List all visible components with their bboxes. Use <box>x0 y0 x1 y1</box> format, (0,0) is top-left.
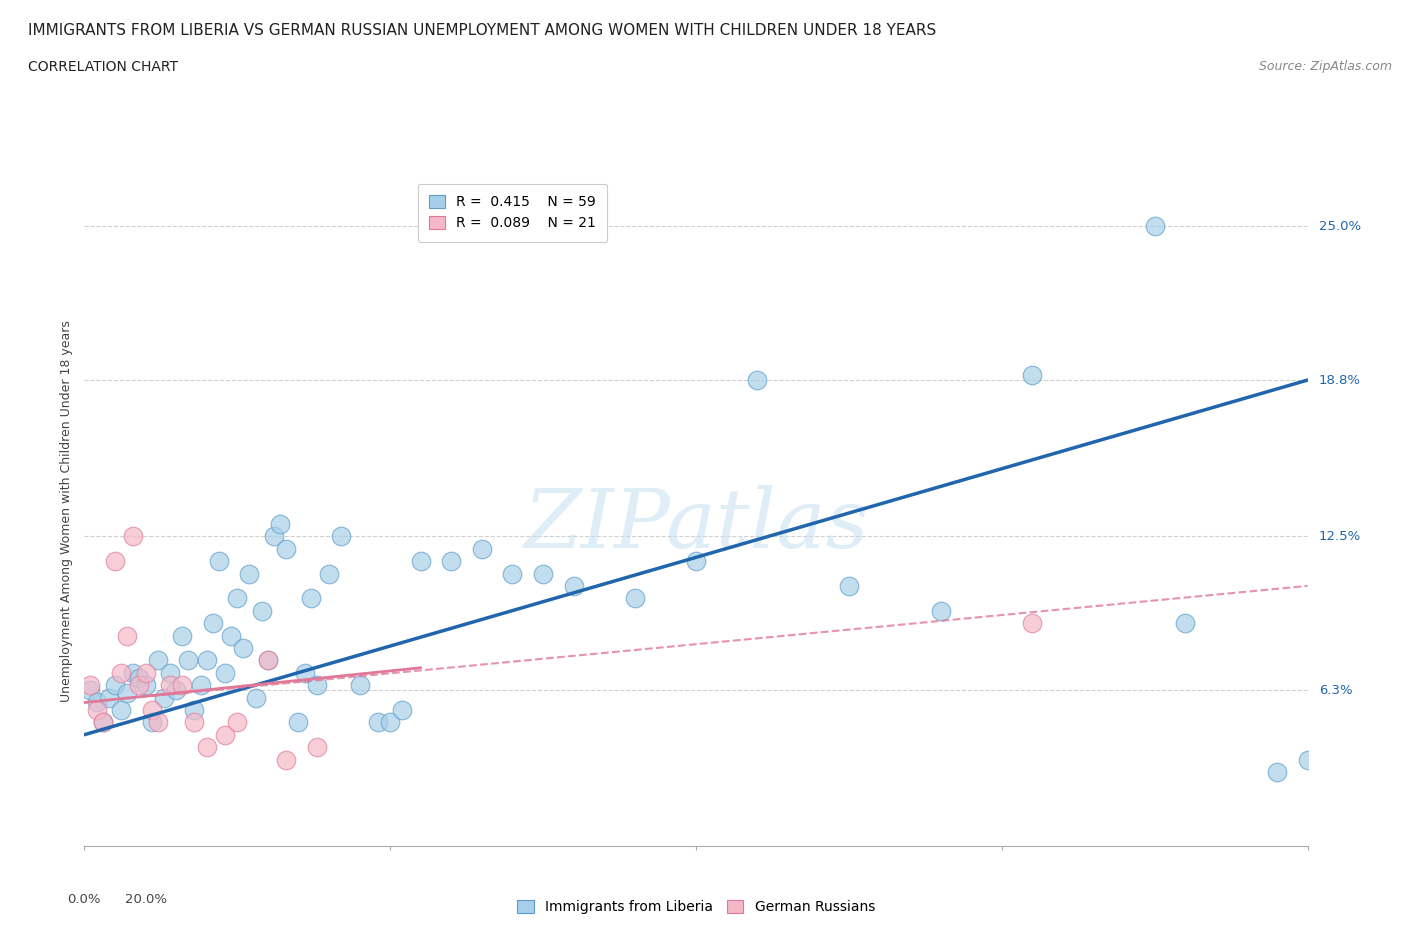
Point <box>79 683 101 698</box>
Point <box>91 715 114 730</box>
Point <box>214 727 236 742</box>
Point <box>201 616 224 631</box>
Point <box>287 715 309 730</box>
Point <box>195 653 218 668</box>
Point <box>745 373 768 388</box>
Text: CORRELATION CHART: CORRELATION CHART <box>28 60 179 74</box>
Point <box>838 578 860 593</box>
Text: ZIPatlas: ZIPatlas <box>523 485 869 565</box>
Point <box>294 665 316 680</box>
Point <box>257 653 280 668</box>
Point <box>232 641 254 656</box>
Point <box>245 690 267 705</box>
Point <box>1265 764 1288 779</box>
Text: 18.8%: 18.8% <box>1319 374 1361 387</box>
Point <box>501 566 523 581</box>
Point <box>305 678 328 693</box>
Point <box>135 665 157 680</box>
Point <box>104 553 127 568</box>
Point <box>330 529 353 544</box>
Point <box>104 678 127 693</box>
Text: Source: ZipAtlas.com: Source: ZipAtlas.com <box>1258 60 1392 73</box>
Point <box>238 566 260 581</box>
Text: 12.5%: 12.5% <box>1319 530 1361 543</box>
Point <box>208 553 231 568</box>
Point <box>172 678 194 693</box>
Point <box>146 715 169 730</box>
Y-axis label: Unemployment Among Women with Children Under 18 years: Unemployment Among Women with Children U… <box>59 321 73 702</box>
Point <box>1174 616 1197 631</box>
Point <box>299 591 322 605</box>
Point <box>183 715 205 730</box>
Point <box>409 553 432 568</box>
Point <box>86 695 108 710</box>
Point <box>380 715 402 730</box>
Legend: Immigrants from Liberia, German Russians: Immigrants from Liberia, German Russians <box>512 895 880 920</box>
Point <box>1021 367 1043 382</box>
Point <box>177 653 200 668</box>
Point <box>195 739 218 754</box>
Point <box>471 541 494 556</box>
Point <box>349 678 371 693</box>
Point <box>159 665 181 680</box>
Point <box>318 566 340 581</box>
Point <box>219 628 242 643</box>
Point <box>562 578 585 593</box>
Point <box>122 665 145 680</box>
Point <box>305 739 328 754</box>
Point <box>226 591 249 605</box>
Point <box>531 566 554 581</box>
Point <box>685 553 707 568</box>
Point <box>440 553 463 568</box>
Point <box>1143 219 1166 233</box>
Point <box>153 690 176 705</box>
Point <box>128 678 150 693</box>
Point <box>250 604 273 618</box>
Point <box>146 653 169 668</box>
Point <box>141 702 163 717</box>
Text: IMMIGRANTS FROM LIBERIA VS GERMAN RUSSIAN UNEMPLOYMENT AMONG WOMEN WITH CHILDREN: IMMIGRANTS FROM LIBERIA VS GERMAN RUSSIA… <box>28 23 936 38</box>
Point <box>110 702 132 717</box>
Text: 25.0%: 25.0% <box>1319 219 1361 232</box>
Point <box>159 678 181 693</box>
Point <box>172 628 194 643</box>
Point <box>135 678 157 693</box>
Text: 6.3%: 6.3% <box>1319 684 1353 697</box>
Point <box>115 685 138 700</box>
Point <box>128 671 150 685</box>
Point <box>269 516 291 531</box>
Point <box>115 628 138 643</box>
Point <box>257 653 280 668</box>
Point <box>367 715 389 730</box>
Point <box>214 665 236 680</box>
Point <box>1021 616 1043 631</box>
Point <box>1296 752 1319 767</box>
Point <box>276 752 298 767</box>
Point <box>91 715 114 730</box>
Point <box>110 665 132 680</box>
Point <box>263 529 285 544</box>
Point <box>276 541 298 556</box>
Point <box>183 702 205 717</box>
Text: 20.0%: 20.0% <box>125 893 166 906</box>
Point <box>97 690 120 705</box>
Point <box>79 678 101 693</box>
Point <box>929 604 952 618</box>
Point <box>86 702 108 717</box>
Point <box>141 715 163 730</box>
Point <box>226 715 249 730</box>
Point <box>391 702 413 717</box>
Point <box>165 683 187 698</box>
Text: 0.0%: 0.0% <box>67 893 101 906</box>
Point <box>122 529 145 544</box>
Point <box>624 591 647 605</box>
Point <box>190 678 212 693</box>
